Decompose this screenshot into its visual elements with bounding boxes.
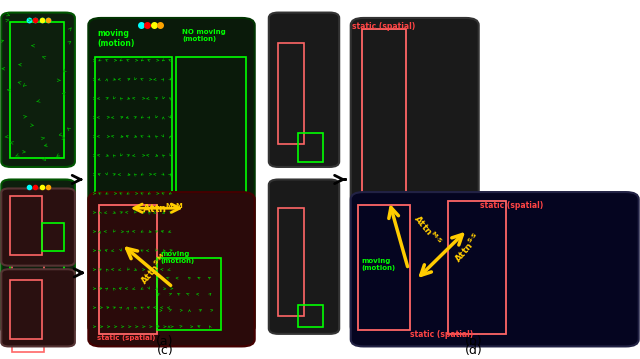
FancyBboxPatch shape	[269, 13, 339, 167]
Text: $\mathbf{Attn^{S\text{-}S}}$: $\mathbf{Attn^{S\text{-}S}}$	[451, 230, 483, 265]
Text: (a): (a)	[156, 335, 174, 348]
Bar	[278, 208, 304, 316]
Text: static (spatial): static (spatial)	[353, 22, 415, 31]
Text: NO moving
(motion): NO moving (motion)	[182, 29, 226, 42]
FancyBboxPatch shape	[1, 188, 75, 266]
Text: static (spatial): static (spatial)	[410, 330, 473, 339]
Text: static (spatial): static (spatial)	[97, 335, 156, 341]
Text: (c): (c)	[157, 344, 173, 356]
FancyBboxPatch shape	[88, 18, 255, 334]
Text: moving
(motion): moving (motion)	[362, 258, 396, 271]
Bar	[362, 29, 406, 215]
Text: moving
(motion): moving (motion)	[160, 251, 194, 264]
Text: (b): (b)	[465, 335, 483, 348]
Text: static (spatial): static (spatial)	[481, 201, 543, 210]
Bar	[157, 258, 221, 330]
Text: $\mathbf{Attn^{M\text{-}M}}$: $\mathbf{Attn^{M\text{-}M}}$	[142, 201, 184, 215]
Bar	[298, 305, 323, 327]
FancyBboxPatch shape	[88, 192, 255, 346]
Text: moving
(motion): moving (motion)	[97, 29, 134, 48]
Bar	[99, 205, 157, 334]
FancyBboxPatch shape	[269, 180, 339, 334]
Bar	[384, 280, 410, 316]
FancyBboxPatch shape	[351, 192, 639, 346]
Bar	[448, 201, 506, 334]
Bar	[95, 57, 172, 316]
Bar	[298, 133, 323, 162]
Text: (d): (d)	[465, 344, 483, 356]
FancyBboxPatch shape	[1, 180, 75, 334]
Bar	[10, 190, 64, 327]
Bar	[12, 258, 44, 352]
FancyBboxPatch shape	[1, 269, 75, 346]
Bar	[10, 196, 42, 255]
FancyBboxPatch shape	[1, 13, 75, 167]
Bar	[176, 57, 246, 316]
Bar	[278, 43, 304, 144]
Bar	[44, 302, 66, 337]
Bar	[10, 22, 64, 158]
Text: $\mathbf{Attn^{M\text{-}S}}$: $\mathbf{Attn^{M\text{-}S}}$	[411, 212, 444, 248]
Text: $\mathbf{Attn^{S\text{-}M}}$: $\mathbf{Attn^{S\text{-}M}}$	[138, 251, 171, 287]
FancyBboxPatch shape	[351, 18, 479, 334]
Bar	[358, 205, 410, 330]
Bar	[42, 223, 64, 251]
Bar	[10, 280, 42, 339]
